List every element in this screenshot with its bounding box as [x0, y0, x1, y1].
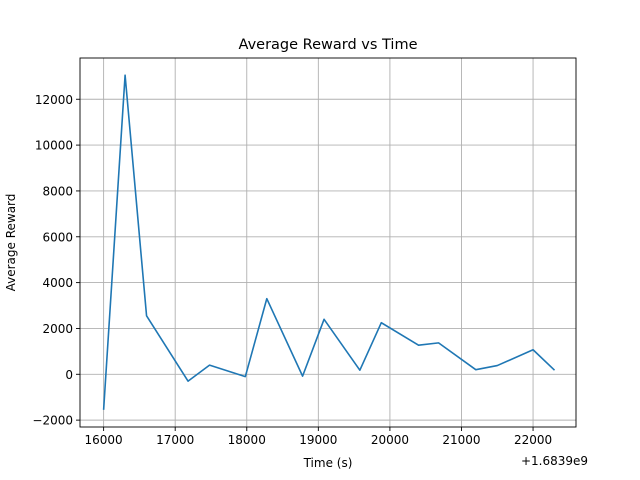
grid-lines — [80, 58, 576, 427]
x-tick-label: 16000 — [85, 433, 123, 447]
y-axis-label: Average Reward — [4, 194, 18, 292]
y-tick-label: 10000 — [35, 139, 73, 153]
chart-title: Average Reward vs Time — [239, 37, 418, 53]
x-tick-label: 17000 — [156, 433, 194, 447]
y-tick-label: 8000 — [42, 184, 73, 198]
series-layer — [102, 74, 556, 410]
y-tick-label: 12000 — [35, 93, 73, 107]
x-tick-label: 20000 — [371, 433, 409, 447]
plot-frame — [79, 57, 577, 428]
x-tick-label: 22000 — [514, 433, 552, 447]
y-tick-label: −2000 — [32, 414, 73, 428]
y-tick-label: 2000 — [42, 322, 73, 336]
x-axis-label: Time (s) — [303, 456, 353, 470]
y-tick-label: 6000 — [42, 230, 73, 244]
x-tick-label: 19000 — [299, 433, 337, 447]
y-tick-label: 4000 — [42, 276, 73, 290]
x-axis-offset-label: +1.6839e9 — [521, 454, 588, 468]
x-tick-label: 18000 — [228, 433, 266, 447]
y-tick-label: 0 — [65, 368, 73, 382]
series-line — [102, 74, 556, 410]
axis-ticks: 16000 17000 18000 19000 20000 21000 22000−2000… — [32, 93, 552, 447]
x-tick-label: 21000 — [442, 433, 480, 447]
